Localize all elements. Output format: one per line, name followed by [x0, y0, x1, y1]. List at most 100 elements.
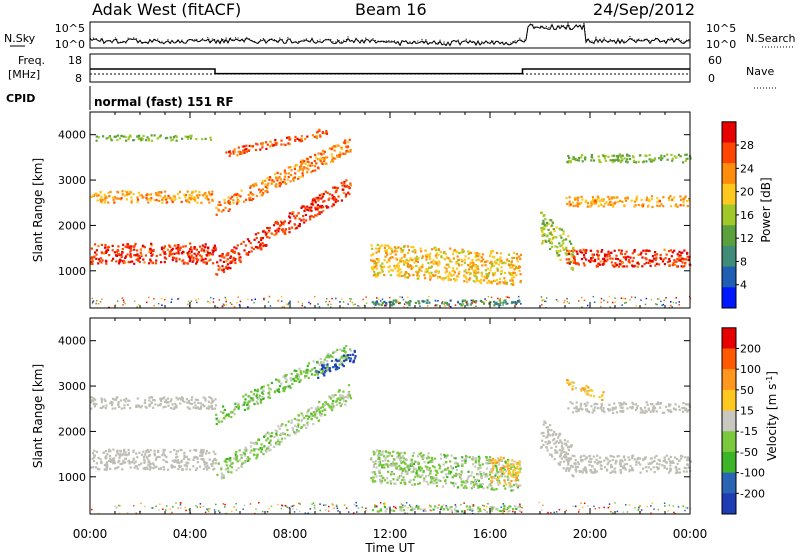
scatter-cell-6 [377, 258, 380, 262]
scatter-cell-6 [430, 265, 433, 268]
scatter-cell-5 [462, 486, 465, 489]
scatter-cell-2 [255, 447, 258, 451]
scatter-cell-10 [607, 203, 610, 206]
scatter-cell-0 [143, 246, 146, 249]
scatter-cell-9 [617, 265, 620, 268]
scatter-cell-5 [416, 455, 419, 458]
scatter-cell-3 [233, 250, 236, 253]
scatter-cell-1 [124, 190, 127, 193]
near-range-cell [609, 306, 611, 308]
scatter-cell-0 [95, 462, 98, 465]
scatter-cell-9 [609, 454, 612, 458]
scatter-cell-5 [386, 455, 389, 458]
scatter-cell-1 [123, 404, 126, 407]
scatter-cell-6 [412, 266, 415, 269]
scatter-cell-0 [163, 251, 166, 254]
scatter-cell-3 [250, 246, 253, 249]
near-range-cell [91, 297, 94, 300]
scatter-cell-6 [429, 278, 432, 281]
scatter-cell-4 [323, 162, 327, 165]
scatter-cell-9 [667, 457, 670, 460]
scatter-cell-3 [295, 214, 298, 217]
scatter-cell-5 [465, 486, 468, 490]
scatter-cell-6 [435, 249, 438, 252]
scatter-cell-9 [568, 258, 571, 261]
scatter-cell-8 [559, 249, 562, 252]
scatter-cell-3 [273, 391, 276, 394]
scatter-cell-6 [427, 262, 430, 265]
scatter-cell-4 [292, 179, 295, 182]
scatter-cell-11 [598, 158, 601, 162]
scatter-cell-1 [144, 399, 147, 402]
scatter-cell-9 [623, 455, 626, 458]
scatter-cell-4 [228, 202, 231, 205]
scatter-cell-3 [250, 397, 253, 400]
scatter-cell-6 [504, 262, 507, 265]
scatter-cell-2 [238, 449, 241, 452]
scatter-cell-9 [669, 461, 672, 464]
scatter-cell-6 [511, 459, 514, 462]
scatter-cell-9 [567, 461, 570, 464]
scatter-cell-0 [119, 258, 122, 261]
colorbar-tick-label: 4 [740, 279, 747, 292]
scatter-cell-3 [244, 398, 247, 401]
near-range-cell [678, 304, 680, 306]
scatter-cell-5 [300, 137, 303, 140]
scatter-cell-3 [341, 349, 344, 352]
scatter-cell-10 [602, 409, 605, 412]
scatter-cell-1 [208, 396, 211, 399]
scatter-cell-9 [641, 256, 644, 259]
scatter-cell-9 [655, 466, 658, 469]
scatter-cell-4 [314, 169, 317, 172]
scatter-cell-5 [495, 467, 498, 470]
scatter-cell-6 [465, 271, 468, 274]
scatter-cell-9 [589, 260, 592, 264]
scatter-cell-11 [645, 160, 648, 163]
scatter-cell-2 [331, 394, 334, 397]
near-range-cell [95, 302, 97, 305]
scatter-cell-6 [387, 244, 390, 247]
scatter-cell-4 [329, 370, 332, 373]
scatter-cell-1 [212, 400, 215, 403]
near-range-cell [600, 301, 602, 303]
scatter-cell-6 [415, 255, 418, 258]
scatter-cell-2 [243, 448, 247, 451]
scatter-cell-4 [349, 148, 352, 152]
scatter-cell-2 [316, 409, 319, 412]
scatter-cell-2 [116, 134, 120, 137]
scatter-cell-9 [590, 259, 593, 262]
scatter-cell-3 [222, 405, 225, 408]
scatter-cell-7 [434, 505, 437, 508]
scatter-cell-6 [383, 265, 386, 268]
scatter-cell-5 [272, 144, 275, 147]
scatter-cell-8 [544, 218, 547, 221]
scatter-cell-1 [150, 401, 153, 404]
scatter-cell-4 [354, 355, 357, 358]
scatter-cell-5 [401, 460, 404, 463]
scatter-cell-6 [423, 274, 426, 277]
scatter-cell-8 [571, 247, 575, 250]
scatter-cell-10 [600, 404, 603, 407]
scatter-cell-5 [429, 472, 432, 475]
scatter-cell-6 [373, 262, 376, 265]
scatter-cell-5 [484, 475, 487, 478]
scatter-cell-3 [229, 255, 232, 258]
scatter-cell-8 [541, 234, 544, 238]
scatter-cell-7 [488, 302, 491, 305]
colorbar-tick-label: 16 [740, 209, 754, 222]
scatter-cell-5 [225, 151, 228, 154]
near-range-cell [612, 301, 614, 304]
scatter-cell-0 [122, 461, 125, 464]
scatter-cell-1 [165, 400, 168, 403]
scatter-cell-6 [396, 274, 399, 277]
scatter-cell-6 [490, 459, 493, 462]
scatter-cell-5 [300, 135, 303, 138]
scatter-cell-9 [640, 251, 643, 254]
scatter-cell-9 [619, 469, 622, 472]
scatter-cell-4 [249, 191, 252, 194]
scatter-cell-3 [256, 402, 259, 405]
scatter-cell-2 [263, 445, 266, 448]
scatter-cell-9 [686, 456, 689, 459]
scatter-cell-3 [252, 393, 255, 396]
scatter-cell-6 [511, 257, 514, 260]
